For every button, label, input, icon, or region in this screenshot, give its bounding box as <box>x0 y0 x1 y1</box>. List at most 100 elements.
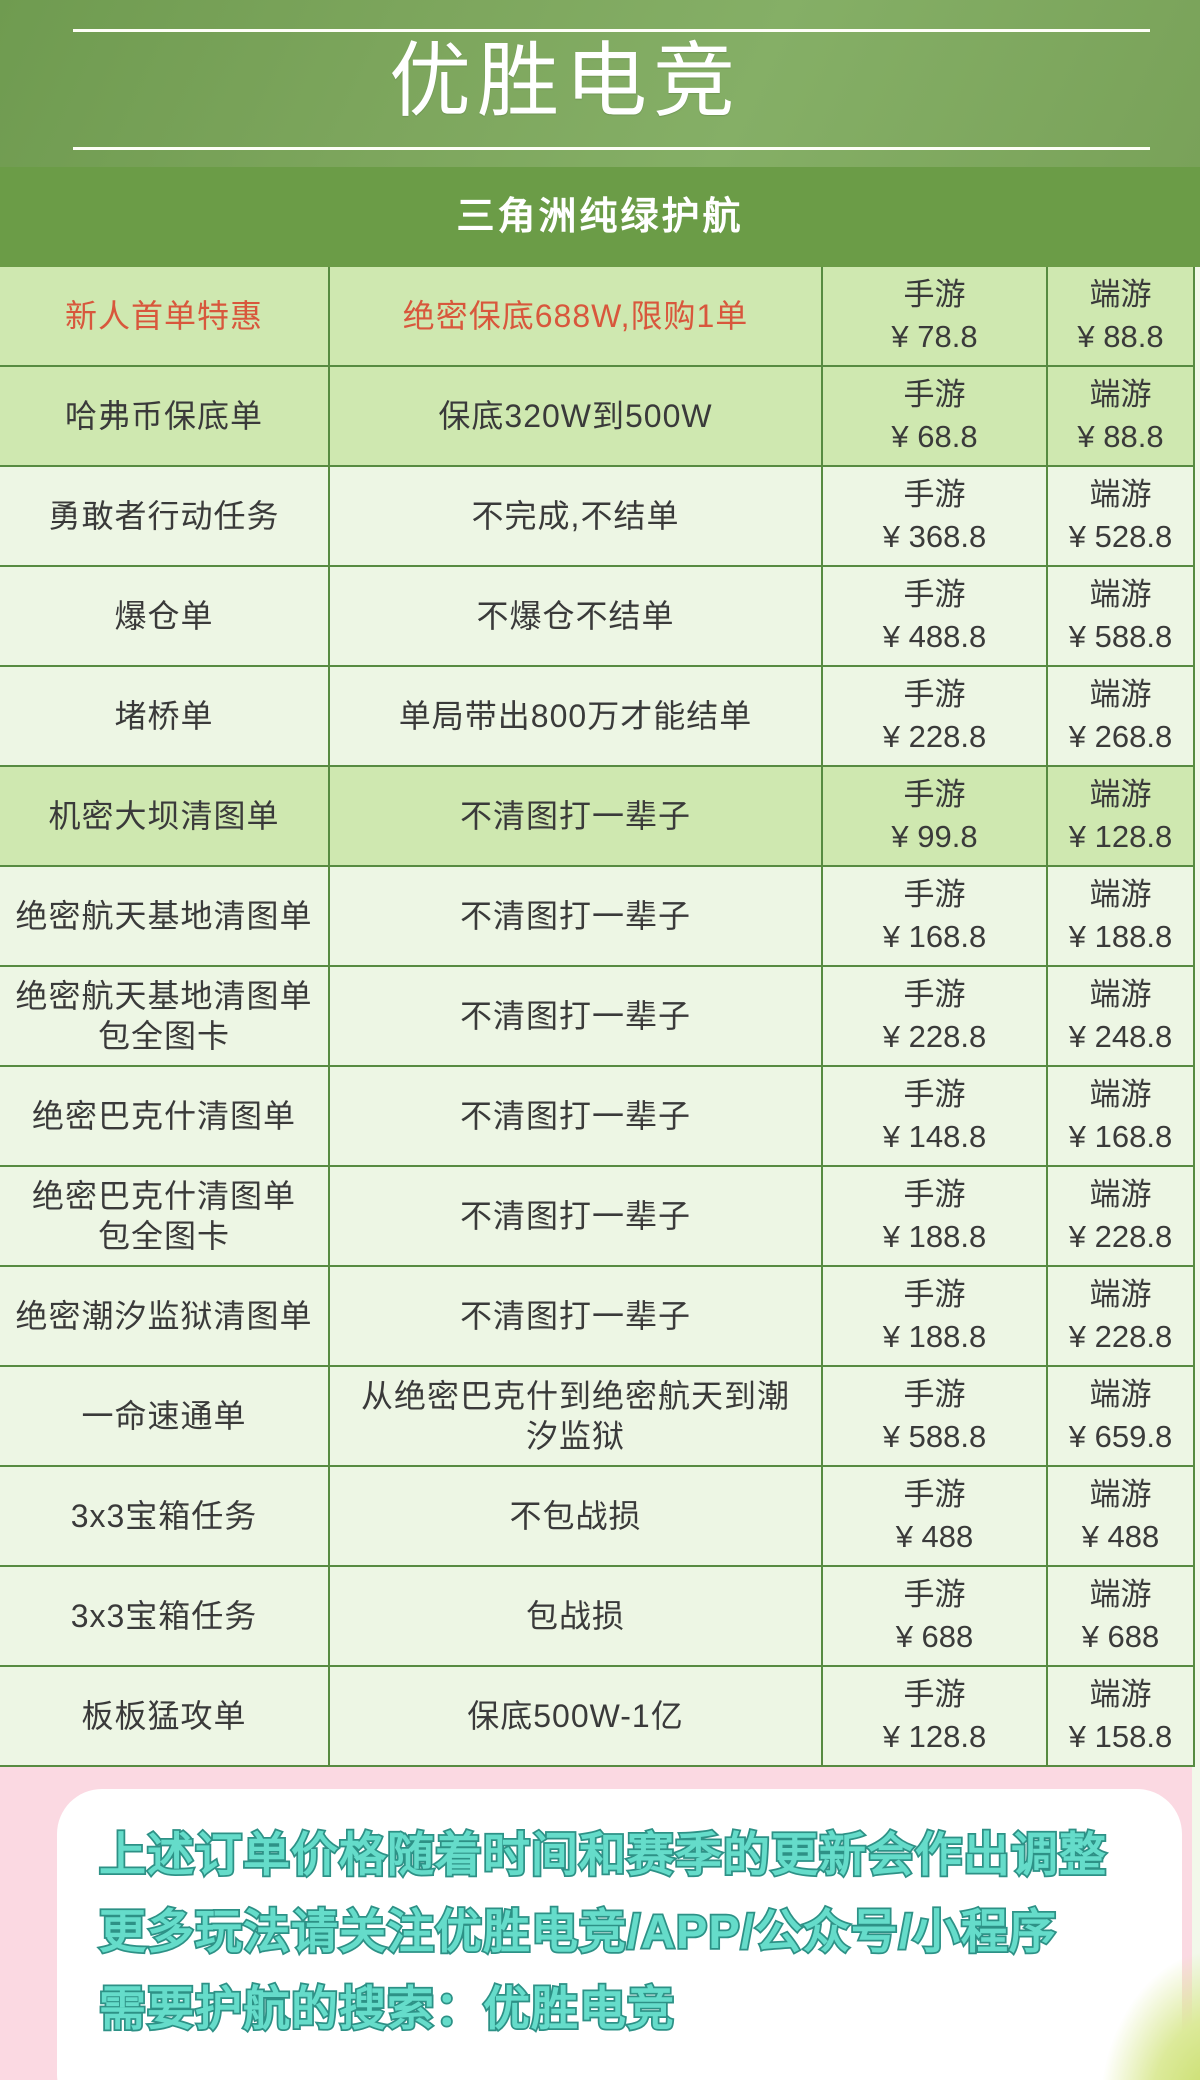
service-desc-cell: 不清图打一辈子 <box>330 1067 823 1165</box>
mobile-price-value: ¥ 228.8 <box>882 1019 987 1054</box>
pc-price-value: ¥ 268.8 <box>1068 719 1173 754</box>
mobile-price-value: ¥ 148.8 <box>882 1119 987 1154</box>
pc-price-value: ¥ 88.8 <box>1077 319 1164 354</box>
mobile-price-value: ¥ 228.8 <box>882 719 987 754</box>
table-row: 绝密巴克什清图单 包全图卡 不清图打一辈子 手游 ¥ 188.8 端游 ¥ 22… <box>0 1167 1195 1267</box>
service-name-cell: 哈弗币保底单 <box>0 367 330 465</box>
mobile-price-value: ¥ 168.8 <box>882 919 987 954</box>
pc-price-cell: 端游 ¥ 528.8 <box>1048 467 1195 565</box>
mobile-price-cell: 手游 ¥ 78.8 <box>823 267 1048 365</box>
pc-price-cell: 端游 ¥ 248.8 <box>1048 967 1195 1065</box>
brand-title: 优胜电竞 <box>388 34 741 129</box>
mobile-platform-label: 手游 <box>903 377 966 412</box>
table-row: 绝密巴克什清图单 不清图打一辈子 手游 ¥ 148.8 端游 ¥ 168.8 <box>0 1067 1195 1167</box>
pc-price-value: ¥ 228.8 <box>1068 1319 1173 1354</box>
pc-price-cell: 端游 ¥ 88.8 <box>1048 367 1195 465</box>
table-row: 新人首单特惠 绝密保底688W,限购1单 手游 ¥ 78.8 端游 ¥ 88.8 <box>0 267 1195 367</box>
mobile-platform-label: 手游 <box>903 577 966 612</box>
service-desc-cell: 不清图打一辈子 <box>330 767 823 865</box>
pc-price-cell: 端游 ¥ 688 <box>1048 1567 1195 1665</box>
corner-glow-decoration <box>1102 1952 1200 2080</box>
pc-platform-label: 端游 <box>1089 1677 1152 1712</box>
table-row: 一命速通单 从绝密巴克什到绝密航天到潮汐监狱 手游 ¥ 588.8 端游 ¥ 6… <box>0 1367 1195 1467</box>
mobile-platform-label: 手游 <box>903 777 966 812</box>
pc-price-cell: 端游 ¥ 168.8 <box>1048 1067 1195 1165</box>
mobile-price-cell: 手游 ¥ 128.8 <box>823 1667 1048 1765</box>
mobile-price-cell: 手游 ¥ 488 <box>823 1467 1048 1565</box>
service-desc-cell: 从绝密巴克什到绝密航天到潮汐监狱 <box>330 1367 823 1465</box>
mobile-price-cell: 手游 ¥ 488.8 <box>823 567 1048 665</box>
mobile-platform-label: 手游 <box>903 1177 966 1212</box>
mobile-price-value: ¥ 368.8 <box>882 519 987 554</box>
service-name-cell: 绝密巴克什清图单 <box>0 1067 330 1165</box>
service-name-cell: 新人首单特惠 <box>0 267 330 365</box>
mobile-platform-label: 手游 <box>903 1377 966 1412</box>
mobile-platform-label: 手游 <box>903 1077 966 1112</box>
service-desc-cell: 不清图打一辈子 <box>330 1267 823 1365</box>
mobile-price-cell: 手游 ¥ 688 <box>823 1567 1048 1665</box>
service-name-cell: 板板猛攻单 <box>0 1667 330 1765</box>
mobile-platform-label: 手游 <box>903 977 966 1012</box>
service-name-cell: 勇敢者行动任务 <box>0 467 330 565</box>
service-desc-cell: 保底500W-1亿 <box>330 1667 823 1765</box>
header-divider-bottom <box>73 147 1150 150</box>
notice-line: 更多玩法请关注优胜电竞/APP/公众号/小程序 <box>97 1903 1057 1960</box>
service-desc-cell: 不爆仓不结单 <box>330 567 823 665</box>
service-desc-cell: 保底320W到500W <box>330 367 823 465</box>
service-desc-cell: 单局带出800万才能结单 <box>330 667 823 765</box>
pc-platform-label: 端游 <box>1089 477 1152 512</box>
service-desc-cell: 不清图打一辈子 <box>330 867 823 965</box>
header-divider-top <box>73 29 1150 32</box>
pc-price-value: ¥ 488 <box>1081 1519 1160 1554</box>
pc-platform-label: 端游 <box>1089 577 1152 612</box>
pc-price-value: ¥ 88.8 <box>1077 419 1164 454</box>
table-row: 堵桥单 单局带出800万才能结单 手游 ¥ 228.8 端游 ¥ 268.8 <box>0 667 1195 767</box>
service-name-cell: 绝密巴克什清图单 包全图卡 <box>0 1167 330 1265</box>
mobile-platform-label: 手游 <box>903 477 966 512</box>
service-desc-cell: 不清图打一辈子 <box>330 967 823 1065</box>
pc-price-value: ¥ 158.8 <box>1068 1719 1173 1754</box>
mobile-price-cell: 手游 ¥ 588.8 <box>823 1367 1048 1465</box>
pc-price-value: ¥ 528.8 <box>1068 519 1173 554</box>
table-row: 哈弗币保底单 保底320W到500W 手游 ¥ 68.8 端游 ¥ 88.8 <box>0 367 1195 467</box>
pc-price-value: ¥ 128.8 <box>1068 819 1173 854</box>
table-row: 绝密潮汐监狱清图单 不清图打一辈子 手游 ¥ 188.8 端游 ¥ 228.8 <box>0 1267 1195 1367</box>
service-desc-cell: 绝密保底688W,限购1单 <box>330 267 823 365</box>
mobile-platform-label: 手游 <box>903 1477 966 1512</box>
mobile-platform-label: 手游 <box>903 277 966 312</box>
pc-platform-label: 端游 <box>1089 977 1152 1012</box>
service-name-cell: 机密大坝清图单 <box>0 767 330 865</box>
mobile-price-value: ¥ 688 <box>895 1619 974 1654</box>
pc-price-cell: 端游 ¥ 88.8 <box>1048 267 1195 365</box>
mobile-price-value: ¥ 78.8 <box>891 319 978 354</box>
pc-price-cell: 端游 ¥ 588.8 <box>1048 567 1195 665</box>
price-table: 新人首单特惠 绝密保底688W,限购1单 手游 ¥ 78.8 端游 ¥ 88.8… <box>0 267 1195 1767</box>
pc-platform-label: 端游 <box>1089 777 1152 812</box>
service-name-cell: 绝密航天基地清图单 包全图卡 <box>0 967 330 1065</box>
table-row: 3x3宝箱任务 包战损 手游 ¥ 688 端游 ¥ 688 <box>0 1567 1195 1667</box>
mobile-price-cell: 手游 ¥ 188.8 <box>823 1267 1048 1365</box>
pc-platform-label: 端游 <box>1089 1577 1152 1612</box>
notice-line: 上述订单价格随着时间和赛季的更新会作出调整 <box>97 1826 1108 1883</box>
pc-price-cell: 端游 ¥ 659.8 <box>1048 1367 1195 1465</box>
pc-price-cell: 端游 ¥ 128.8 <box>1048 767 1195 865</box>
notice-line: 需要护航的搜索：优胜电竞 <box>97 1980 676 2037</box>
service-desc-cell: 包战损 <box>330 1567 823 1665</box>
mobile-platform-label: 手游 <box>903 1677 966 1712</box>
pc-price-value: ¥ 168.8 <box>1068 1119 1173 1154</box>
mobile-platform-label: 手游 <box>903 877 966 912</box>
mobile-price-value: ¥ 128.8 <box>882 1719 987 1754</box>
pc-price-value: ¥ 228.8 <box>1068 1219 1173 1254</box>
mobile-price-value: ¥ 68.8 <box>891 419 978 454</box>
mobile-price-cell: 手游 ¥ 188.8 <box>823 1167 1048 1265</box>
service-name-cell: 绝密航天基地清图单 <box>0 867 330 965</box>
pc-price-cell: 端游 ¥ 268.8 <box>1048 667 1195 765</box>
mobile-price-cell: 手游 ¥ 148.8 <box>823 1067 1048 1165</box>
pc-platform-label: 端游 <box>1089 1477 1152 1512</box>
pc-price-cell: 端游 ¥ 158.8 <box>1048 1667 1195 1765</box>
pc-platform-label: 端游 <box>1089 677 1152 712</box>
mobile-price-value: ¥ 588.8 <box>882 1419 987 1454</box>
service-desc-cell: 不清图打一辈子 <box>330 1167 823 1265</box>
mobile-price-cell: 手游 ¥ 168.8 <box>823 867 1048 965</box>
table-row: 绝密航天基地清图单 不清图打一辈子 手游 ¥ 168.8 端游 ¥ 188.8 <box>0 867 1195 967</box>
